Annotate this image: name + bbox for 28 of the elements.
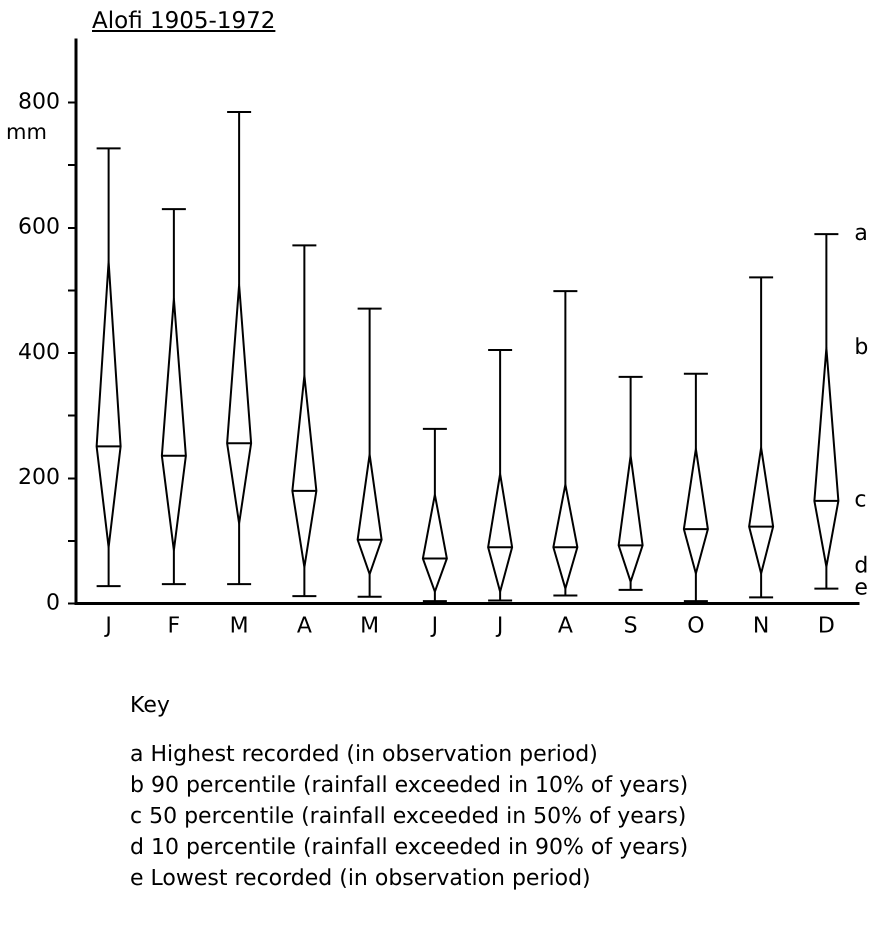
annotation: a	[854, 220, 868, 246]
y-tick-label: 600	[18, 214, 60, 240]
annotation: c	[854, 488, 866, 513]
x-tick-label: O	[687, 614, 705, 639]
y-tick-label: 0	[46, 590, 60, 616]
x-tick-label: J	[103, 614, 112, 639]
y-tick-label: 800	[18, 89, 60, 114]
x-tick-label: A	[296, 614, 312, 639]
x-tick-label: S	[624, 614, 638, 639]
text: b 90 percentile (rainfall exceeded in 10% of years)	[130, 772, 688, 800]
x-tick-label: M	[230, 614, 249, 639]
x-tick-label: F	[168, 614, 180, 639]
text: a Highest recorded (in observation period)	[130, 741, 599, 769]
x-tick-label: A	[558, 614, 573, 639]
text: Key	[130, 692, 171, 720]
chart-title: Alofi 1905-1972	[92, 8, 276, 34]
annotation: b	[854, 334, 868, 360]
x-tick-label: N	[752, 614, 770, 639]
y-tick-label: 400	[18, 340, 60, 365]
text: c 50 percentile (rainfall exceeded in 50% of years)	[130, 803, 688, 831]
text: e Lowest recorded (in observation period)	[130, 865, 592, 893]
x-tick-label: M	[360, 614, 380, 639]
x-tick-label: J	[494, 614, 504, 639]
x-tick-label: D	[818, 614, 835, 639]
text: d 10 percentile (rainfall exceeded in 90% of years)	[130, 834, 688, 862]
x-tick-label: J	[430, 614, 438, 639]
y-tick-label: 200	[18, 465, 60, 490]
y-axis-title: mm	[6, 120, 47, 144]
